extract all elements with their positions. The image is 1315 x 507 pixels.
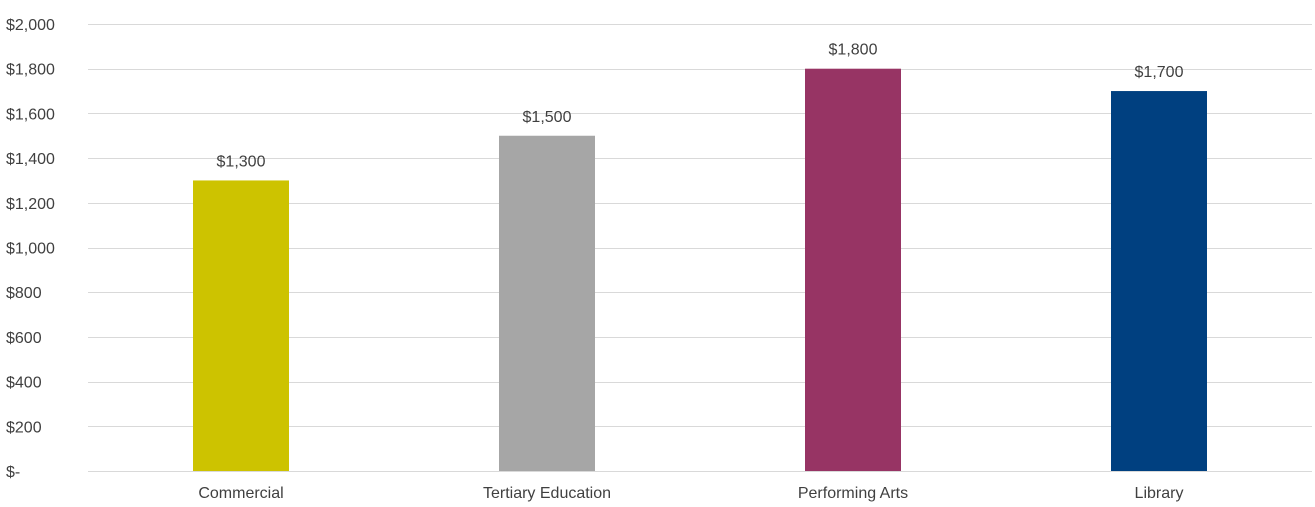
gridlines (88, 24, 1312, 472)
y-axis-tick-labels: $- $200 $400 $600 $800 $1,000 $1,200 $1,400 $1,6… (6, 17, 55, 481)
x-category-label: Commercial (198, 485, 283, 502)
x-axis-category-labels: Commercial Tertiary Education Performing A… (198, 485, 1183, 502)
bar-data-label: $1,500 (523, 109, 572, 126)
bar (805, 68, 901, 471)
bar (499, 135, 595, 471)
bar (193, 180, 289, 471)
y-tick-label: $1,600 (6, 106, 55, 123)
y-tick-label: $1,800 (6, 62, 55, 79)
y-tick-label: $1,000 (6, 241, 55, 258)
y-tick-label: $1,200 (6, 196, 55, 213)
bar-data-label: $1,800 (829, 42, 878, 59)
y-tick-label: $- (6, 464, 20, 481)
x-category-label: Library (1135, 485, 1184, 502)
y-tick-label: $1,400 (6, 151, 55, 168)
y-tick-label: $2,000 (6, 17, 55, 34)
x-category-label: Tertiary Education (483, 485, 611, 502)
bar (1111, 91, 1207, 472)
y-tick-label: $200 (6, 419, 42, 436)
bar-data-label: $1,300 (217, 153, 266, 170)
data-labels: $1,300 $1,500 $1,800 $1,700 (217, 42, 1184, 171)
bar-data-label: $1,700 (1135, 64, 1184, 81)
x-category-label: Performing Arts (798, 485, 908, 502)
y-tick-label: $600 (6, 330, 42, 347)
y-tick-label: $400 (6, 375, 42, 392)
y-tick-label: $800 (6, 285, 42, 302)
bars (193, 68, 1207, 472)
